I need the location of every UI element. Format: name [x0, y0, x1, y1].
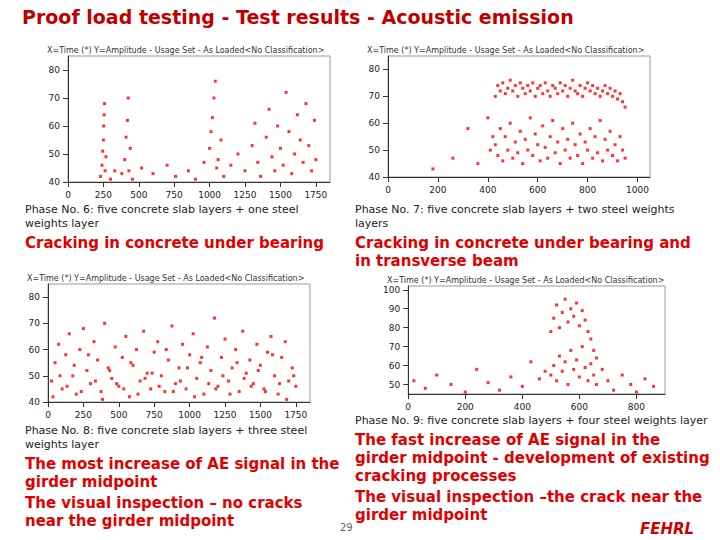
svg-text:50: 50	[29, 371, 41, 381]
html-text:The fast increase of AE signal: The fast increase of AE signal in the gi…	[355, 431, 710, 485]
svg-text:X=Time (*) Y=Amplitude - Usage: X=Time (*) Y=Amplitude - Usage Set - As …	[27, 274, 304, 283]
svg-text:100: 100	[383, 285, 400, 295]
svg-text:X=Time (*) Y=Amplitude - Usage: X=Time (*) Y=Amplitude - Usage Set - As …	[367, 46, 644, 55]
svg-text:80: 80	[369, 64, 381, 74]
html-text:Phase No. 7: five concrete sla: Phase No. 7: five concrete slab layers +…	[355, 203, 675, 230]
html-text:Phase No. 9: five concrete sla: Phase No. 9: five concrete slab layers +…	[355, 414, 708, 427]
svg-text:70: 70	[369, 91, 381, 101]
svg-text:1250: 1250	[214, 410, 237, 420]
svg-text:750: 750	[146, 410, 163, 420]
html-text:The visual inspection – no cra: The visual inspection – no cracks near t…	[25, 494, 303, 530]
svg-text:60: 60	[49, 121, 61, 131]
svg-text:70: 70	[389, 342, 401, 352]
html-text:29: 29	[340, 522, 353, 533]
svg-text:1750: 1750	[284, 410, 307, 420]
svg-text:60: 60	[389, 361, 401, 371]
html-text:The visual inspection –the cra: The visual inspection –the crack near th…	[355, 488, 703, 524]
html-text:Phase No. 8: five concrete sla: Phase No. 8: five concrete slab layers +…	[25, 424, 308, 451]
svg-text:200: 200	[457, 402, 474, 412]
svg-text:1500: 1500	[249, 410, 272, 420]
svg-text:1750: 1750	[304, 190, 327, 200]
svg-text:250: 250	[75, 410, 92, 420]
svg-text:90: 90	[389, 304, 401, 314]
svg-text:80: 80	[389, 323, 401, 333]
html-text:Cracking in concrete under bea: Cracking in concrete under bearing and i…	[355, 234, 691, 270]
svg-text:50: 50	[369, 145, 381, 155]
svg-text:200: 200	[429, 185, 446, 195]
svg-text:1250: 1250	[234, 190, 257, 200]
svg-text:600: 600	[571, 402, 588, 412]
svg-text:400: 400	[479, 185, 496, 195]
svg-text:40: 40	[29, 397, 41, 407]
svg-text:0: 0	[65, 190, 71, 200]
svg-text:800: 800	[628, 402, 645, 412]
svg-text:500: 500	[130, 190, 147, 200]
svg-text:0: 0	[405, 402, 411, 412]
svg-text:600: 600	[529, 185, 546, 195]
svg-text:1500: 1500	[269, 190, 292, 200]
svg-text:80: 80	[29, 292, 41, 302]
html-text:Proof load testing - Test resu: Proof load testing - Test results - Acou…	[22, 6, 574, 28]
svg-text:60: 60	[29, 345, 41, 355]
svg-text:40: 40	[49, 177, 61, 187]
svg-text:40: 40	[369, 172, 381, 182]
svg-text:X=Time (*) Y=Amplitude - Usage: X=Time (*) Y=Amplitude - Usage Set - As …	[47, 46, 324, 55]
html-text:Phase No. 6: five concrete sla: Phase No. 6: five concrete slab layers +…	[25, 203, 299, 230]
svg-text:750: 750	[166, 190, 183, 200]
svg-text:60: 60	[369, 118, 381, 128]
svg-text:70: 70	[49, 93, 61, 103]
svg-text:0: 0	[45, 410, 51, 420]
svg-text:70: 70	[29, 318, 41, 328]
svg-text:50: 50	[389, 380, 401, 390]
svg-text:1000: 1000	[178, 410, 201, 420]
svg-text:1000: 1000	[626, 185, 649, 195]
svg-text:X=Time (*) Y=Amplitude - Usage: X=Time (*) Y=Amplitude - Usage Set - As …	[387, 276, 664, 285]
svg-text:0: 0	[385, 185, 391, 195]
html-text:FEHRL: FEHRL	[640, 520, 695, 538]
svg-text:1000: 1000	[198, 190, 221, 200]
svg-text:250: 250	[95, 190, 112, 200]
svg-text:400: 400	[514, 402, 531, 412]
svg-text:500: 500	[110, 410, 127, 420]
svg-text:80: 80	[49, 65, 61, 75]
svg-text:50: 50	[49, 149, 61, 159]
svg-text:800: 800	[579, 185, 596, 195]
html-text:The most increase of AE signal: The most increase of AE signal in the gi…	[25, 455, 340, 491]
html-text:Cracking in concrete under bea: Cracking in concrete under bearing	[25, 234, 324, 252]
